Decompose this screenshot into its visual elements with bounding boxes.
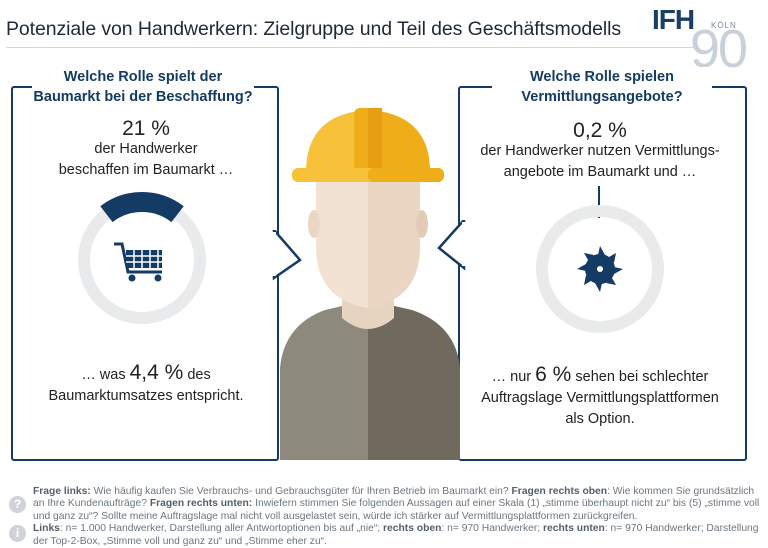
worker-illustration xyxy=(280,108,460,460)
footnote-text: Frage links: Wie häufig kaufen Sie Verbr… xyxy=(33,486,760,547)
right-pointer-line xyxy=(598,186,600,218)
logo-brand: IFH xyxy=(652,4,695,35)
right-donut-chart xyxy=(536,205,664,333)
right-result: … nur 6 % sehen bei schlechter Auftragsl… xyxy=(481,363,719,427)
info-icon: i xyxy=(9,525,26,542)
left-bubble-tail xyxy=(270,230,302,281)
left-donut-chart xyxy=(78,192,206,324)
right-bubble-tail xyxy=(437,220,468,271)
question-icon: ? xyxy=(9,496,26,513)
right-stat: 0,2 % der Handwerker nutzen Vermittlungs… xyxy=(462,120,738,183)
page-title: Potenziale von Handwerkern: Zielgruppe u… xyxy=(6,18,622,40)
shirt-left xyxy=(280,300,368,460)
left-stat: 21 % der Handwerker beschaffen im Baumar… xyxy=(36,118,256,181)
donut-share-arc xyxy=(100,192,184,223)
shirt-right xyxy=(368,300,460,460)
title-divider xyxy=(6,47,696,48)
right-question-heading: Welche Rolle spielen Vermittlungsangebot… xyxy=(492,67,712,107)
right-result-value: 6 % xyxy=(535,363,572,386)
saw-blade-icon xyxy=(577,246,623,292)
left-stat-value: 21 % xyxy=(122,117,170,140)
left-question-heading: Welche Rolle spielt der Baumarkt bei der… xyxy=(32,67,254,107)
right-stat-value: 0,2 % xyxy=(573,119,627,142)
logo-city: KÖLN xyxy=(711,21,737,30)
shopping-cart-icon xyxy=(114,242,162,282)
left-result: … was 4,4 % des Baumarktumsatzes entspri… xyxy=(48,361,244,404)
hard-hat-icon xyxy=(292,108,444,182)
left-result-value: 4,4 % xyxy=(129,361,184,384)
